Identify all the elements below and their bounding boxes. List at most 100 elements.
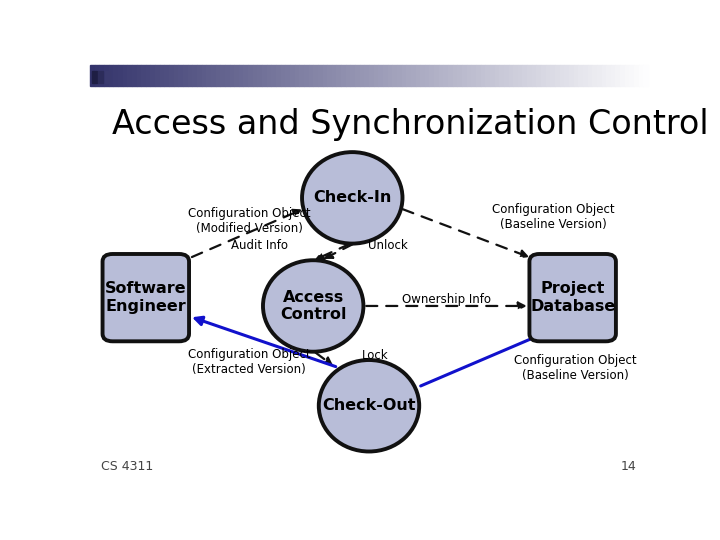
- Bar: [141, 65, 146, 86]
- Text: Configuration Object
(Baseline Version): Configuration Object (Baseline Version): [514, 354, 636, 382]
- Bar: [369, 65, 374, 86]
- Text: Audit Info: Audit Info: [231, 239, 288, 252]
- Bar: [453, 65, 457, 86]
- Bar: [206, 65, 211, 86]
- Bar: [444, 65, 448, 86]
- Bar: [323, 65, 327, 86]
- Text: Access
Control: Access Control: [280, 290, 346, 322]
- Bar: [588, 65, 593, 86]
- Bar: [304, 65, 309, 86]
- Bar: [499, 65, 504, 86]
- Bar: [639, 65, 644, 86]
- Bar: [527, 65, 532, 86]
- Text: Project
Database: Project Database: [530, 281, 616, 314]
- Bar: [225, 65, 230, 86]
- Bar: [425, 65, 430, 86]
- Bar: [629, 65, 634, 86]
- Text: Check-Out: Check-Out: [323, 399, 415, 413]
- Bar: [360, 65, 364, 86]
- Bar: [179, 65, 183, 86]
- Bar: [415, 65, 420, 86]
- Bar: [92, 71, 97, 83]
- Bar: [104, 71, 109, 83]
- Bar: [132, 65, 137, 86]
- Bar: [258, 65, 262, 86]
- Bar: [94, 65, 99, 86]
- Bar: [550, 65, 555, 86]
- Bar: [355, 65, 360, 86]
- Bar: [109, 65, 113, 86]
- Bar: [523, 65, 527, 86]
- Bar: [611, 65, 616, 86]
- Bar: [122, 65, 127, 86]
- Bar: [574, 65, 578, 86]
- Bar: [243, 65, 248, 86]
- Bar: [327, 65, 332, 86]
- Bar: [429, 65, 434, 86]
- Bar: [234, 65, 239, 86]
- Bar: [392, 65, 397, 86]
- Bar: [188, 65, 192, 86]
- Bar: [220, 65, 225, 86]
- Bar: [383, 65, 387, 86]
- Bar: [285, 65, 290, 86]
- Bar: [481, 65, 485, 86]
- Text: Configuration Object
(Modified Version): Configuration Object (Modified Version): [188, 207, 310, 235]
- Bar: [113, 65, 118, 86]
- Bar: [485, 65, 490, 86]
- Text: CS 4311: CS 4311: [101, 460, 153, 473]
- Bar: [374, 65, 378, 86]
- Bar: [457, 65, 462, 86]
- Bar: [341, 65, 346, 86]
- Bar: [634, 65, 639, 86]
- Bar: [183, 65, 188, 86]
- Bar: [644, 65, 648, 86]
- Bar: [174, 65, 179, 86]
- Bar: [597, 65, 601, 86]
- Text: Ownership Info: Ownership Info: [402, 293, 490, 306]
- Bar: [625, 65, 629, 86]
- Text: Access and Synchronization Control: Access and Synchronization Control: [112, 109, 709, 141]
- Bar: [616, 65, 620, 86]
- Bar: [438, 65, 444, 86]
- Bar: [518, 65, 523, 86]
- Bar: [118, 65, 122, 86]
- Bar: [300, 65, 304, 86]
- Bar: [309, 65, 313, 86]
- Bar: [253, 65, 258, 86]
- Bar: [620, 65, 625, 86]
- Bar: [564, 65, 569, 86]
- Bar: [434, 65, 438, 86]
- Bar: [318, 65, 323, 86]
- Text: Lock: Lock: [362, 349, 389, 362]
- Bar: [336, 65, 341, 86]
- FancyBboxPatch shape: [529, 254, 616, 341]
- Text: Software
Engineer: Software Engineer: [105, 281, 186, 314]
- Bar: [332, 65, 336, 86]
- Bar: [397, 65, 402, 86]
- Bar: [290, 65, 294, 86]
- Bar: [448, 65, 453, 86]
- Bar: [99, 65, 104, 86]
- Bar: [262, 65, 266, 86]
- Bar: [230, 65, 234, 86]
- Bar: [99, 71, 104, 83]
- Bar: [90, 65, 95, 86]
- Bar: [495, 65, 499, 86]
- Ellipse shape: [263, 260, 364, 352]
- Bar: [504, 65, 508, 86]
- Bar: [197, 65, 202, 86]
- Bar: [164, 65, 169, 86]
- Bar: [155, 65, 160, 86]
- Bar: [211, 65, 215, 86]
- Bar: [271, 65, 276, 86]
- Text: Configuration Object
(Extracted Version): Configuration Object (Extracted Version): [188, 348, 310, 376]
- Bar: [546, 65, 550, 86]
- Bar: [541, 65, 546, 86]
- Bar: [281, 65, 285, 86]
- FancyBboxPatch shape: [102, 254, 189, 341]
- Bar: [127, 65, 132, 86]
- Bar: [150, 65, 155, 86]
- Text: Configuration Object
(Baseline Version): Configuration Object (Baseline Version): [492, 202, 614, 231]
- Bar: [472, 65, 476, 86]
